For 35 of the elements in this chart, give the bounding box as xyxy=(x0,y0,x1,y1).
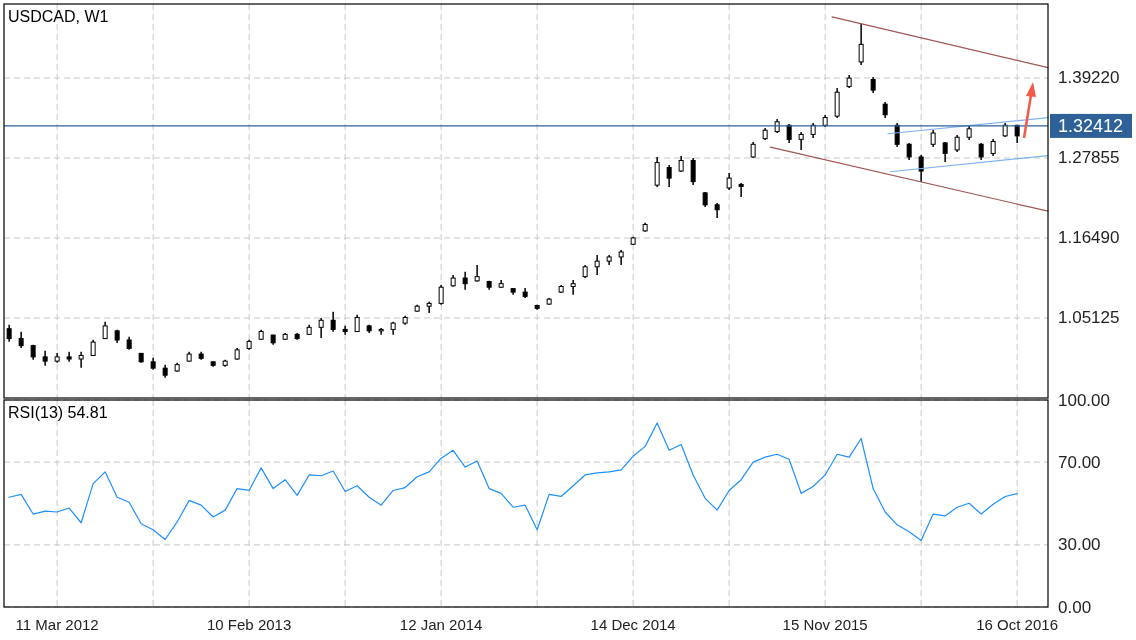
chart-title: USDCAD, W1 xyxy=(8,8,109,25)
x-tick-label: 11 Mar 2012 xyxy=(15,615,99,633)
x-tick-label: 16 Oct 2016 xyxy=(976,615,1059,633)
y-tick-label: 1.39220 xyxy=(1058,68,1120,88)
x-tick-label: 14 Dec 2014 xyxy=(590,615,676,633)
y-tick-label: 70.00 xyxy=(1058,452,1101,472)
y-tick-label: 0.00 xyxy=(1058,597,1092,617)
x-tick-label: 10 Feb 2013 xyxy=(207,615,292,633)
y-tick-label: 1.05125 xyxy=(1058,308,1120,328)
candlestick xyxy=(786,123,792,144)
candlestick xyxy=(654,156,660,188)
ref-line-label: 1.32412 xyxy=(1058,115,1124,136)
candlestick xyxy=(858,23,864,66)
candlestick xyxy=(462,271,468,291)
candlestick xyxy=(330,311,336,333)
candlestick xyxy=(798,131,804,151)
y-tick-label: 1.27855 xyxy=(1058,148,1120,168)
candlestick xyxy=(738,182,744,198)
y-tick-label: 30.00 xyxy=(1058,535,1101,555)
candlestick xyxy=(438,284,444,306)
candlestick xyxy=(918,154,924,183)
line-series xyxy=(8,422,1018,542)
y-tick-label: 100.00 xyxy=(1058,390,1110,410)
candlestick xyxy=(834,87,840,119)
candlestick xyxy=(690,157,696,186)
chart-title: RSI(13) 54.81 xyxy=(8,404,108,421)
candlestick xyxy=(78,351,84,369)
candlestick xyxy=(570,279,576,296)
candlestick xyxy=(378,327,384,336)
y-tick-label: 1.16490 xyxy=(1058,228,1120,248)
x-tick-label: 15 Nov 2015 xyxy=(782,615,868,633)
candlestick xyxy=(318,317,324,339)
candlestick xyxy=(666,164,672,188)
candlestick xyxy=(594,254,600,276)
x-tick-label: 12 Jan 2014 xyxy=(399,615,483,633)
